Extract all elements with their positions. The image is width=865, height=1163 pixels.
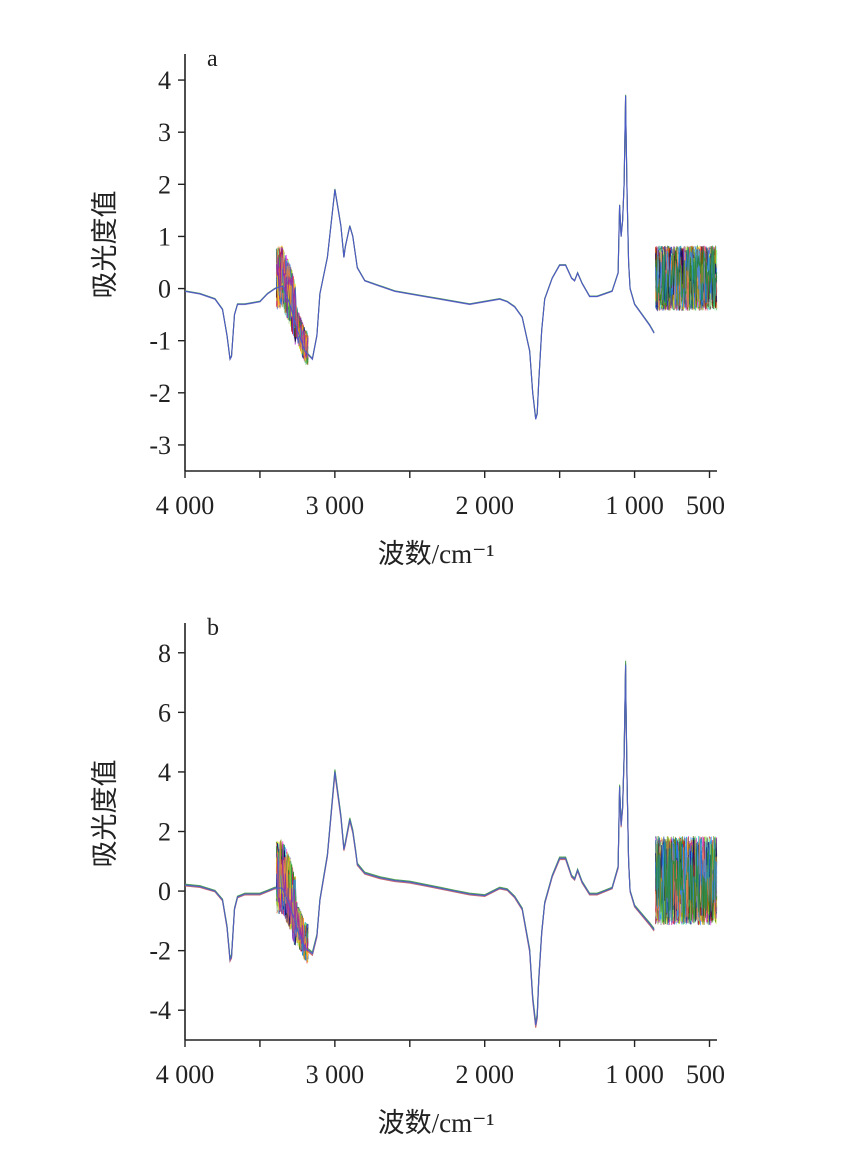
y-tick-label: 6 bbox=[158, 698, 171, 727]
spectrum-line bbox=[184, 668, 655, 1028]
x-tick-label: 1 000 bbox=[605, 1060, 664, 1089]
y-tick-label: -2 bbox=[149, 379, 171, 408]
spectrum-mean-line bbox=[184, 95, 655, 420]
y-tick-label: -2 bbox=[149, 937, 171, 966]
spectrum-line bbox=[184, 660, 655, 1023]
x-axis-label: 波数/cm⁻¹ bbox=[378, 539, 495, 569]
x-tick-label: 4 000 bbox=[156, 491, 215, 520]
x-tick-label: 500 bbox=[686, 491, 725, 520]
spectra-group bbox=[184, 660, 718, 1028]
noise-fingerprint-trace bbox=[655, 246, 718, 312]
spectrum-line bbox=[184, 95, 655, 420]
x-tick-label: 2 000 bbox=[455, 491, 514, 520]
y-tick-label: 4 bbox=[158, 758, 171, 787]
x-axis-label: 波数/cm⁻¹ bbox=[378, 1108, 495, 1138]
y-tick-label: 1 bbox=[158, 222, 171, 251]
x-tick-label: 4 000 bbox=[156, 1060, 215, 1089]
x-tick-label: 3 000 bbox=[306, 1060, 365, 1089]
y-tick-label: 4 bbox=[158, 66, 171, 95]
x-tick-label: 500 bbox=[686, 1060, 725, 1089]
spectrum-line bbox=[184, 96, 655, 420]
y-tick-label: 2 bbox=[158, 170, 171, 199]
y-tick-label: -4 bbox=[149, 996, 171, 1025]
noise-fingerprint-trace bbox=[655, 836, 718, 925]
noise-fingerprint-trace bbox=[655, 246, 718, 309]
y-axis-label: 吸光度值 bbox=[90, 191, 120, 299]
chart-panel-a: 4 3 2 1 0 -1 -2 -3 4 000 3 000 2 000 1 000 500 波数/cm⁻… bbox=[84, 40, 726, 573]
x-tick-label: 1 000 bbox=[605, 491, 664, 520]
spectra-group bbox=[184, 94, 718, 420]
chart-panel-b: 8 6 4 2 0 -2 -4 4 000 3 000 2 000 1 000 500 波数/cm⁻¹ 吸… bbox=[84, 609, 726, 1142]
y-tick-label: 2 bbox=[158, 818, 171, 847]
spectrum-line bbox=[184, 663, 655, 1025]
panel-letter: b bbox=[207, 615, 219, 641]
y-tick-label: -3 bbox=[149, 431, 171, 460]
spectrum-line bbox=[184, 665, 655, 1027]
noise-fingerprint-trace bbox=[655, 245, 718, 311]
panel-letter: a bbox=[207, 46, 218, 72]
spectrum-mean-line bbox=[184, 664, 655, 1026]
y-tick-label: 0 bbox=[158, 275, 171, 304]
spectrum-line bbox=[184, 94, 655, 419]
y-tick-label: 8 bbox=[158, 639, 171, 668]
spectrum-chart-b: 8 6 4 2 0 -2 -4 4 000 3 000 2 000 1 000 500 波数/cm⁻¹ 吸… bbox=[90, 615, 725, 1138]
y-axis-label: 吸光度值 bbox=[90, 760, 120, 868]
x-tick-label: 2 000 bbox=[455, 1060, 514, 1089]
x-tick-label: 3 000 bbox=[306, 491, 365, 520]
y-tick-label: -1 bbox=[149, 327, 171, 356]
y-tick-label: 0 bbox=[158, 877, 171, 906]
y-tick-label: 3 bbox=[158, 118, 171, 147]
spectrum-chart-a: 4 3 2 1 0 -1 -2 -3 4 000 3 000 2 000 1 000 500 波数/cm⁻… bbox=[90, 46, 725, 569]
